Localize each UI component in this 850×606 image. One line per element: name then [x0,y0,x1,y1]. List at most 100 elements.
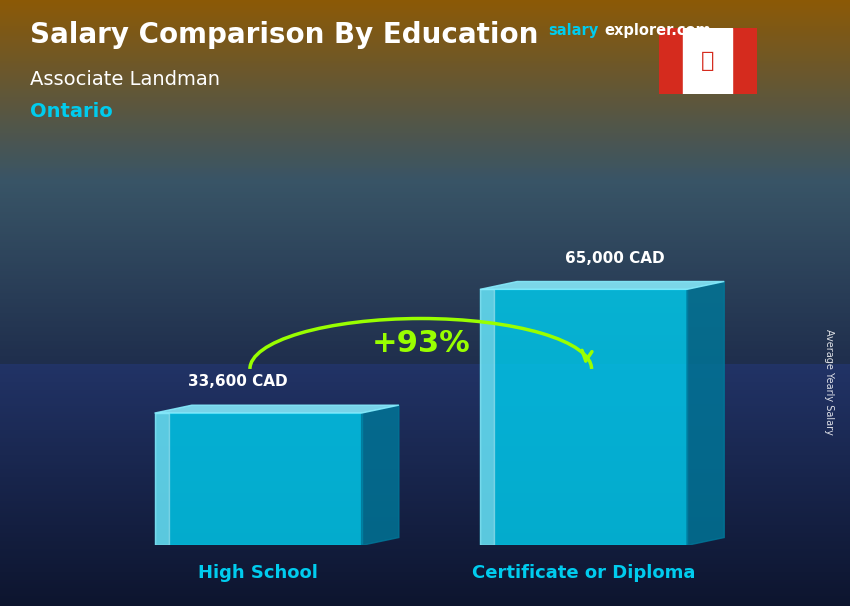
Bar [0,108,850,111]
Bar [0,348,850,351]
Bar [0,473,850,477]
Bar [0,500,850,503]
Bar [0,585,850,588]
Bar [0,25,850,28]
Bar [0,231,850,235]
Bar [0,368,850,371]
Bar [0,15,850,18]
Bar [0,3,850,6]
Bar [0,464,850,467]
Bar [0,247,850,250]
Bar [0,379,850,382]
Bar [0,98,850,101]
Bar [0,221,850,224]
Bar [0,330,850,333]
Bar [0,249,850,253]
Bar [0,401,850,404]
Polygon shape [155,405,399,413]
Bar [0,251,850,255]
Bar [0,540,850,544]
Bar [0,439,850,442]
Bar [0,395,850,398]
Bar [0,594,850,598]
Bar [0,484,850,487]
Bar [0,528,850,531]
Bar [0,265,850,268]
Bar [0,485,850,489]
Bar [0,587,850,590]
Bar [0,346,850,350]
Bar [0,514,850,517]
Bar [0,5,850,8]
Bar [0,92,850,95]
Bar [0,506,850,509]
Bar [0,239,850,242]
Text: 65,000 CAD: 65,000 CAD [564,251,665,265]
Bar [0,407,850,410]
Bar [0,279,850,283]
Bar [0,564,850,568]
Text: Ontario: Ontario [30,102,112,121]
Bar [0,467,850,471]
Bar [0,207,850,210]
Bar [0,276,850,279]
Bar [0,306,850,309]
Text: High School: High School [198,564,318,582]
Bar [0,150,850,153]
Bar [0,455,850,459]
Bar [0,211,850,214]
Bar [0,197,850,200]
Bar [0,538,850,541]
Bar [0,443,850,447]
Bar [0,573,850,576]
Polygon shape [155,413,361,545]
Bar [0,61,850,65]
Bar [0,512,850,515]
Bar [0,88,850,91]
Bar [0,421,850,424]
Bar [0,41,850,44]
Bar [0,326,850,329]
Bar [0,158,850,162]
Bar [0,35,850,38]
Bar [0,9,850,12]
Polygon shape [480,290,495,545]
Bar [0,550,850,553]
Bar [0,193,850,196]
Bar [0,152,850,156]
Bar [0,403,850,406]
Bar [0,558,850,562]
Bar [0,482,850,485]
Bar [0,423,850,426]
Bar [0,49,850,53]
Bar [0,490,850,493]
Bar [0,364,850,368]
Bar [0,447,850,450]
Bar [0,542,850,545]
Bar [0,510,850,513]
Bar [0,39,850,42]
Bar [0,290,850,293]
Bar [0,320,850,323]
Bar [0,532,850,535]
Bar [0,415,850,418]
Bar [0,536,850,539]
Bar [0,179,850,182]
Bar [0,261,850,265]
Bar [0,229,850,232]
Bar [0,43,850,47]
Bar [0,122,850,125]
Bar [0,33,850,36]
Bar [0,593,850,596]
Bar [0,288,850,291]
Bar [0,235,850,238]
Bar [0,140,850,144]
Polygon shape [687,281,724,545]
Bar [0,548,850,551]
Bar [0,102,850,105]
Bar [0,567,850,570]
Bar [0,203,850,206]
Bar [0,134,850,138]
Bar [0,146,850,150]
Bar [0,459,850,462]
